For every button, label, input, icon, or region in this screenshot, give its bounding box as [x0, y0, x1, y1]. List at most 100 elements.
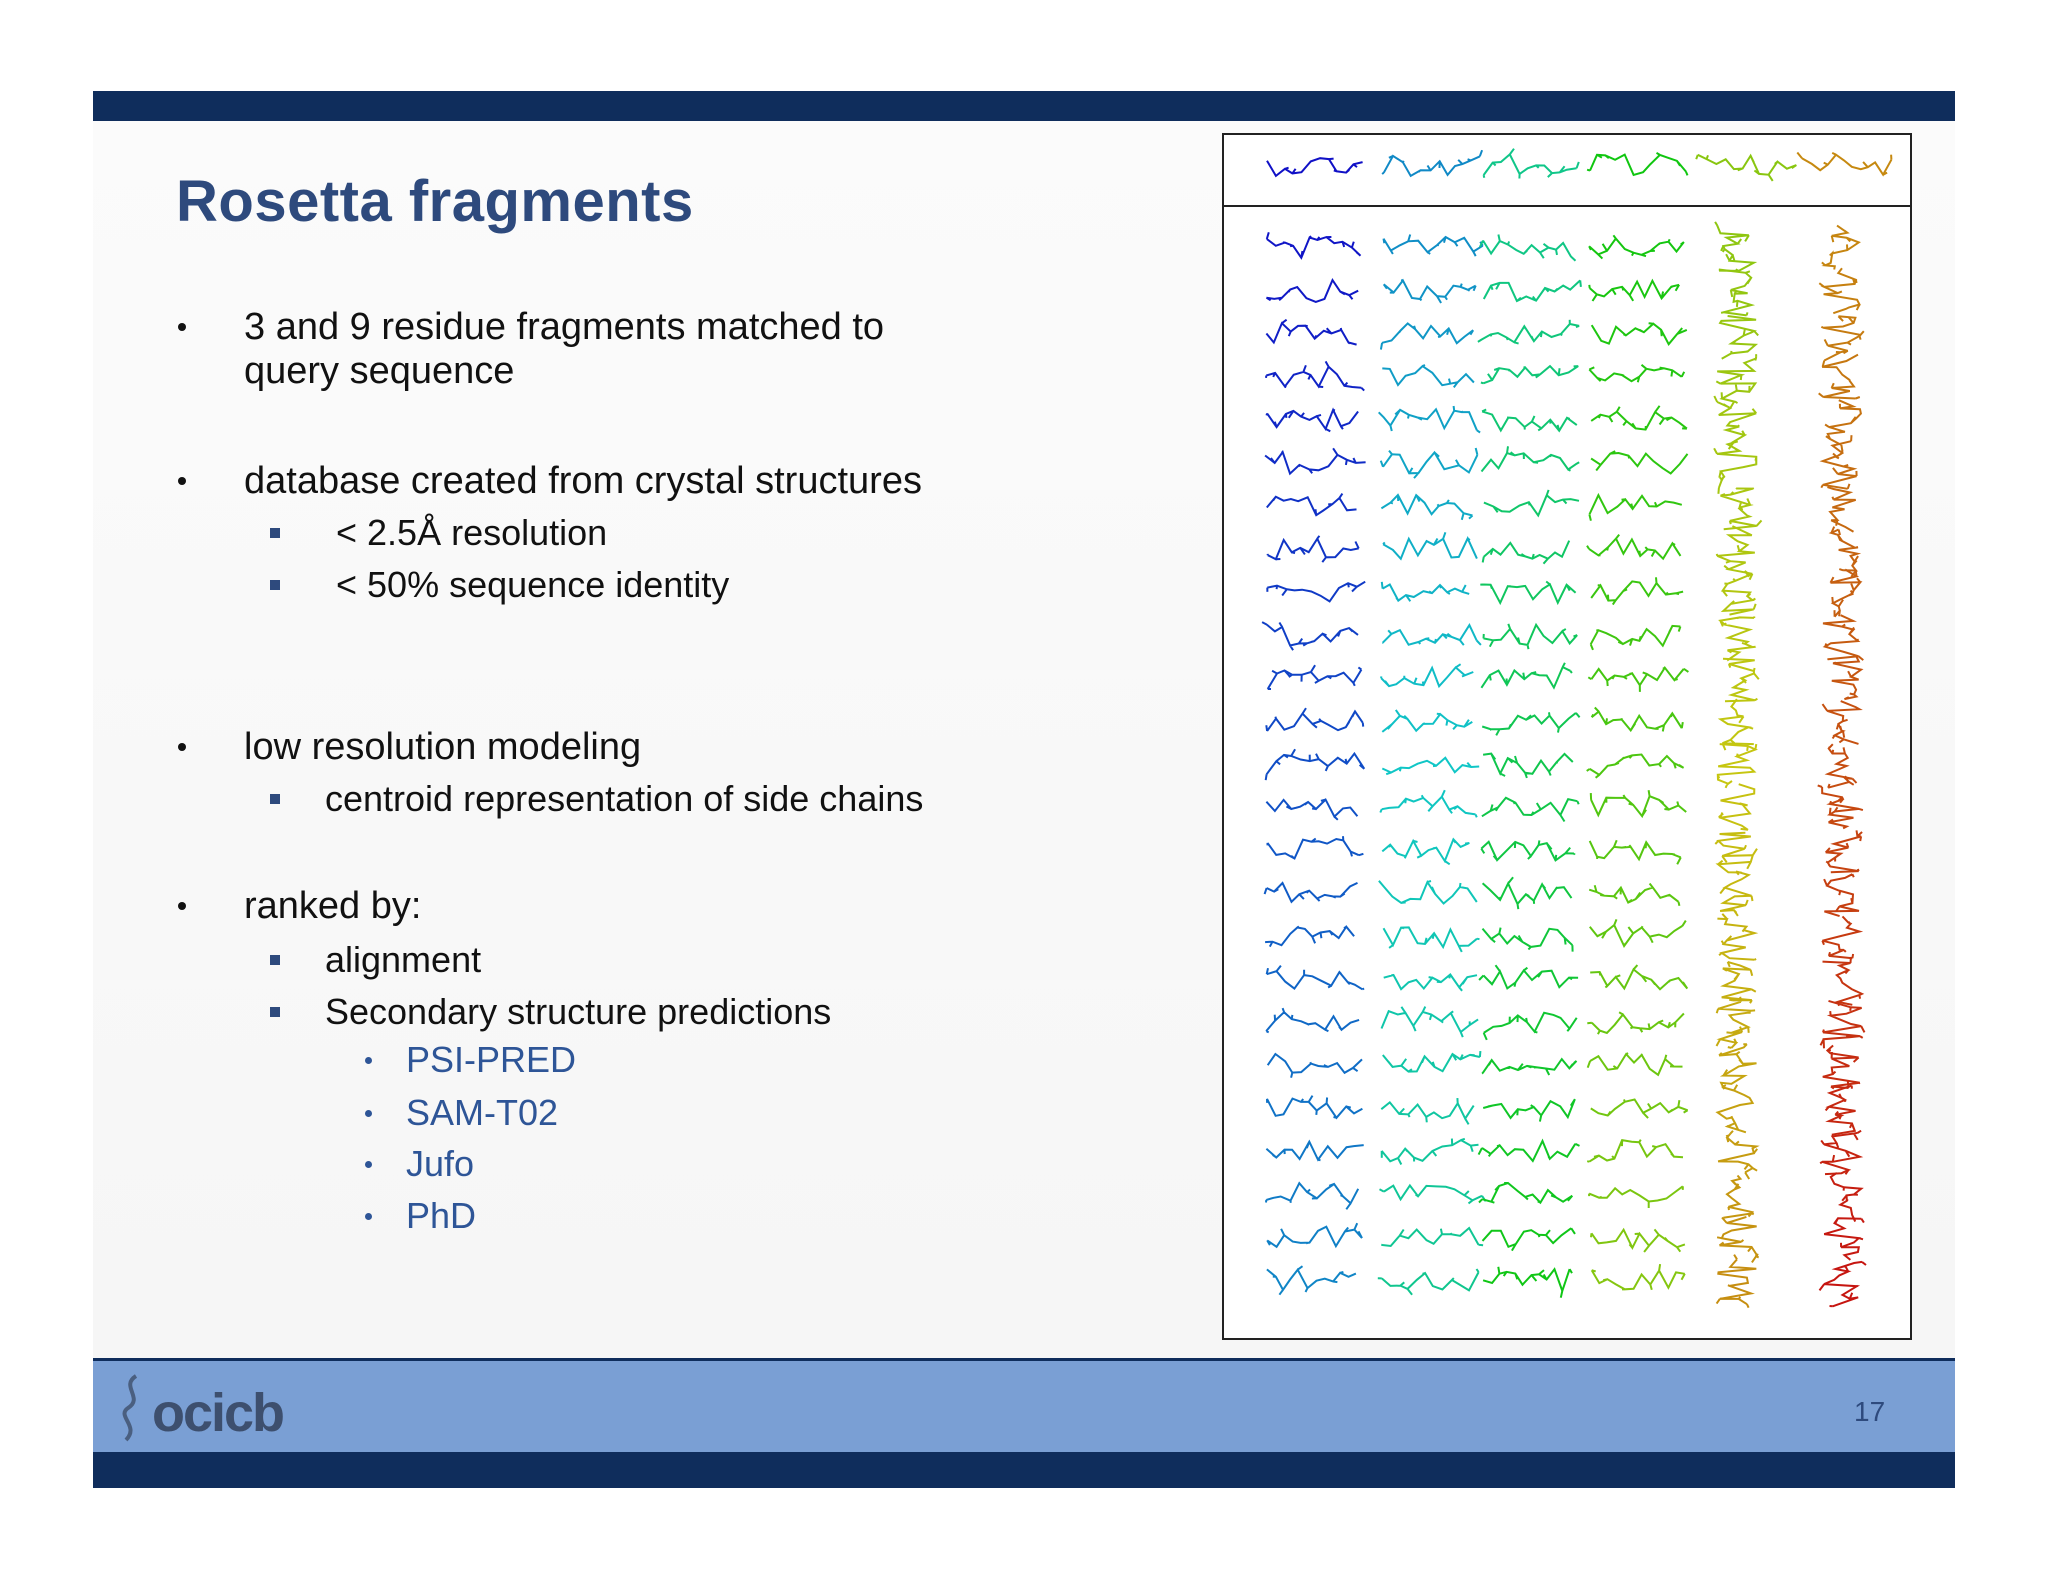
fragment-trace: [1480, 364, 1579, 385]
fragment-trace: [1821, 224, 1861, 270]
fragment-trace: [1266, 1265, 1357, 1296]
fragment-trace: [1481, 1057, 1578, 1076]
fragment-trace: [1265, 1007, 1360, 1034]
bullet-text: ranked by:: [244, 885, 422, 927]
sub-bullet: [270, 580, 280, 590]
fragment-trace: [1266, 1095, 1363, 1120]
fragment-trace: [1477, 319, 1580, 345]
fragment-trace: [1714, 831, 1758, 874]
fragment-trace: [1477, 1138, 1580, 1163]
fragment-trace: [1380, 1006, 1479, 1038]
fragment-trace: [1380, 663, 1474, 689]
fragment-trace: [1713, 440, 1758, 494]
fragment-trace: [1715, 354, 1758, 404]
fragment-trace: [1590, 706, 1684, 733]
fragment-trace: [1590, 450, 1689, 475]
fragment-trace: [1478, 234, 1577, 262]
fragment-trace: [1587, 1011, 1685, 1035]
logo-helix: [122, 1374, 138, 1442]
page-number: 17: [1854, 1396, 1886, 1427]
fragment-trace: [1590, 405, 1688, 431]
slide-title: Rosetta fragments: [176, 169, 694, 234]
fragment-trace: [1586, 1138, 1684, 1163]
fragment-trace: [1818, 1260, 1867, 1308]
fragment-trace: [1586, 1052, 1683, 1077]
fragment-trace: [1589, 790, 1687, 819]
fragment-trace: [1382, 1051, 1482, 1073]
fragment-trace: [1818, 353, 1861, 400]
fragment-trace: [1266, 1222, 1363, 1249]
fragment-trace: [1819, 999, 1866, 1049]
sub-bullet: [270, 955, 280, 965]
fragment-trace: [1482, 148, 1580, 179]
fragment-trace: [1590, 1263, 1686, 1291]
fragment-trace: [1379, 447, 1479, 479]
sub-bullet: [270, 1007, 280, 1017]
fragment-trace: [1264, 447, 1366, 476]
fragment-trace: [1265, 407, 1359, 433]
fragment-trace: [1590, 1098, 1689, 1119]
fragment-trace: [1823, 1217, 1865, 1261]
fragment-trace: [1822, 614, 1864, 661]
fragment-trace: [1481, 876, 1573, 910]
fragment-trace: [1718, 315, 1759, 360]
fragment-trace: [1717, 698, 1754, 751]
fragment-trace: [1586, 533, 1682, 561]
fragment-trace: [1481, 540, 1571, 565]
fragment-trace: [1381, 756, 1480, 776]
fragment-trace: [1379, 322, 1475, 350]
fragment-trace: [1377, 405, 1481, 434]
fragment-trace: [1586, 152, 1689, 177]
fragment-trace: [1481, 927, 1574, 952]
fragment-trace: [1480, 446, 1580, 473]
fragment-trace: [1382, 926, 1480, 953]
fragment-trace: [1382, 531, 1478, 561]
fragment-trace: [1265, 278, 1359, 303]
fragment-trace: [1720, 570, 1757, 616]
fragment-trace: [1380, 581, 1470, 603]
fragment-trace: [1588, 278, 1680, 302]
fragment-trace: [1720, 487, 1763, 531]
fragment-trace: [1590, 964, 1689, 991]
fragment-trace: [1381, 1226, 1484, 1248]
fragment-trace: [1720, 960, 1757, 1004]
fragment-trace: [1265, 964, 1365, 991]
fragment-trace: [1482, 752, 1574, 779]
sub-sub-bullet: [365, 1110, 372, 1117]
fragment-trace: [1695, 153, 1797, 182]
fragment-trace: [1819, 435, 1858, 490]
fragment-trace: [1817, 784, 1864, 830]
sub-bullet-text: < 2.5Å resolution: [336, 512, 608, 553]
sub-sub-bullet-text: PhD: [406, 1195, 477, 1236]
fragment-trace: [1265, 360, 1365, 392]
fragment-trace: [1589, 624, 1682, 651]
fragment-trace: [1820, 315, 1865, 367]
fragment-trace: [1824, 1084, 1857, 1136]
fragment-trace: [1266, 664, 1363, 690]
fragment-trace: [1482, 279, 1582, 303]
fragment-trace: [1718, 1043, 1757, 1090]
fragment-trace: [1590, 577, 1684, 606]
sub-sub-bullet: [365, 1057, 372, 1064]
bullet-text: low resolution modeling: [244, 726, 642, 768]
sub-bullet-text: < 50% sequence identity: [336, 564, 730, 605]
fragment-trace: [1716, 1215, 1760, 1263]
fragment-trace: [1480, 662, 1573, 690]
fragment-trace: [1482, 1098, 1576, 1122]
sub-sub-bullet: [365, 1161, 372, 1168]
bullet: [178, 323, 186, 331]
fragment-trace: [1377, 1268, 1480, 1296]
fragment-trace: [1821, 700, 1863, 745]
fragment-trace: [1480, 840, 1576, 862]
fragment-trace: [1715, 1084, 1755, 1134]
fragment-trace: [1831, 655, 1864, 701]
fragment-trace: [1381, 149, 1484, 178]
fragment-trace: [1379, 789, 1478, 818]
fragment-trace: [1588, 882, 1681, 907]
fragment-trace: [1265, 797, 1359, 821]
top-bar: [93, 91, 1955, 121]
fragment-trace: [1719, 870, 1754, 917]
fragment-trace: [1829, 568, 1863, 618]
fragment-trace: [1718, 616, 1757, 662]
fragment-trace: [1383, 973, 1478, 992]
